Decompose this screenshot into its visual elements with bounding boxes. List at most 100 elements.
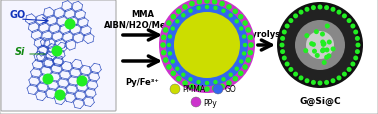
Circle shape: [238, 71, 243, 76]
Circle shape: [181, 14, 186, 18]
Circle shape: [324, 6, 329, 11]
Circle shape: [318, 5, 322, 10]
Circle shape: [197, 0, 202, 5]
Circle shape: [238, 15, 243, 20]
Circle shape: [248, 50, 253, 56]
Circle shape: [246, 58, 251, 63]
Circle shape: [309, 42, 314, 47]
Circle shape: [221, 77, 226, 82]
Circle shape: [181, 73, 186, 77]
Circle shape: [282, 56, 287, 61]
Circle shape: [321, 42, 327, 47]
Circle shape: [175, 20, 180, 24]
Circle shape: [242, 21, 248, 27]
Circle shape: [221, 9, 226, 14]
Circle shape: [219, 84, 225, 89]
Circle shape: [213, 7, 218, 11]
Circle shape: [170, 71, 176, 76]
Circle shape: [188, 9, 193, 14]
Circle shape: [285, 62, 290, 67]
Circle shape: [280, 50, 285, 55]
Circle shape: [228, 14, 233, 18]
Circle shape: [327, 54, 332, 59]
Circle shape: [277, 3, 363, 88]
Circle shape: [234, 20, 239, 24]
Circle shape: [336, 76, 341, 81]
Circle shape: [246, 28, 251, 33]
Circle shape: [65, 19, 76, 30]
Circle shape: [228, 73, 233, 77]
Circle shape: [213, 84, 223, 94]
Circle shape: [347, 67, 352, 72]
Circle shape: [161, 50, 166, 56]
Circle shape: [239, 60, 243, 64]
Circle shape: [330, 8, 336, 13]
Circle shape: [170, 15, 176, 20]
Circle shape: [166, 21, 172, 27]
Circle shape: [176, 9, 181, 15]
Circle shape: [243, 43, 247, 48]
Circle shape: [232, 76, 238, 82]
Circle shape: [279, 43, 285, 48]
Circle shape: [205, 6, 209, 10]
Circle shape: [163, 28, 169, 33]
Text: GO: GO: [225, 85, 237, 94]
Circle shape: [205, 81, 209, 86]
Circle shape: [226, 81, 232, 86]
Circle shape: [239, 27, 243, 31]
Circle shape: [283, 9, 357, 82]
Circle shape: [166, 5, 248, 86]
Circle shape: [196, 7, 201, 11]
Circle shape: [321, 43, 326, 47]
Circle shape: [318, 81, 322, 86]
Circle shape: [305, 8, 310, 13]
Text: MMA
AIBN/H2O/MeOH: MMA AIBN/H2O/MeOH: [104, 10, 181, 29]
Text: PPy: PPy: [203, 98, 217, 107]
Circle shape: [320, 32, 325, 37]
Circle shape: [168, 52, 172, 56]
Circle shape: [212, 86, 217, 91]
Text: PMMA: PMMA: [182, 85, 205, 94]
Circle shape: [324, 55, 329, 60]
Text: Py/Fe³⁺: Py/Fe³⁺: [125, 77, 160, 86]
FancyBboxPatch shape: [1, 1, 116, 111]
Circle shape: [295, 21, 345, 70]
Circle shape: [299, 10, 304, 16]
Circle shape: [242, 35, 246, 39]
Circle shape: [170, 27, 175, 31]
Circle shape: [314, 30, 319, 35]
Circle shape: [355, 50, 360, 55]
Circle shape: [355, 37, 360, 41]
Circle shape: [212, 0, 217, 5]
Circle shape: [226, 5, 232, 11]
Circle shape: [176, 76, 181, 82]
Circle shape: [196, 80, 201, 84]
Circle shape: [342, 14, 347, 19]
Circle shape: [311, 6, 316, 11]
Circle shape: [311, 43, 316, 48]
Circle shape: [191, 97, 201, 107]
Circle shape: [324, 48, 330, 53]
Circle shape: [242, 52, 246, 56]
Circle shape: [299, 76, 304, 81]
Circle shape: [293, 14, 298, 19]
Circle shape: [304, 34, 309, 39]
Circle shape: [350, 62, 355, 67]
Circle shape: [161, 35, 166, 41]
Circle shape: [76, 76, 87, 87]
Circle shape: [213, 80, 218, 84]
Circle shape: [182, 81, 188, 86]
Circle shape: [166, 65, 172, 70]
Text: Pyrolysis: Pyrolysis: [245, 30, 288, 39]
Circle shape: [350, 24, 355, 29]
Circle shape: [322, 60, 327, 65]
Circle shape: [234, 67, 239, 71]
Circle shape: [355, 43, 361, 48]
Circle shape: [248, 43, 254, 48]
Circle shape: [321, 48, 326, 53]
Circle shape: [232, 9, 238, 15]
Circle shape: [42, 74, 54, 85]
Circle shape: [168, 35, 172, 39]
Circle shape: [306, 32, 334, 60]
Circle shape: [197, 86, 202, 91]
